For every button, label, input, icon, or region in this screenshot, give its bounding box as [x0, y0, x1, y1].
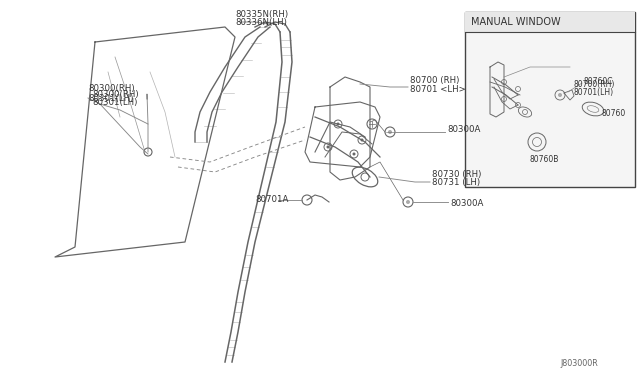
Text: 80301(LH): 80301(LH) [88, 93, 133, 103]
Text: 80760: 80760 [601, 109, 625, 119]
Circle shape [326, 145, 330, 148]
Text: 80301(LH): 80301(LH) [92, 99, 138, 108]
Circle shape [353, 153, 355, 155]
Text: 80300(RH): 80300(RH) [88, 84, 134, 93]
Circle shape [337, 122, 339, 125]
Bar [465, 12, 635, 32]
Text: 80730 (RH): 80730 (RH) [432, 170, 481, 179]
Text: 80335N(RH): 80335N(RH) [235, 10, 288, 19]
Circle shape [406, 200, 410, 204]
Text: 80300A: 80300A [450, 199, 483, 208]
Text: 80701(LH): 80701(LH) [573, 89, 613, 97]
Circle shape [558, 93, 562, 97]
Text: 80336N(LH): 80336N(LH) [235, 19, 287, 28]
Bar [465, 12, 635, 187]
Text: MANUAL WINDOW: MANUAL WINDOW [471, 17, 561, 27]
Text: 80700 (RH): 80700 (RH) [410, 76, 460, 84]
Text: 80731 (LH): 80731 (LH) [432, 179, 480, 187]
Text: 80700(RH): 80700(RH) [573, 80, 614, 89]
Text: 80300A: 80300A [447, 125, 481, 135]
Text: 80300(RH): 80300(RH) [92, 90, 139, 99]
Text: 80701A: 80701A [255, 196, 289, 205]
Text: 80760B: 80760B [529, 155, 558, 164]
Text: J803000R: J803000R [560, 359, 598, 369]
Circle shape [388, 130, 392, 134]
Text: 80701 <LH>: 80701 <LH> [410, 84, 466, 93]
Circle shape [360, 138, 364, 141]
Text: 80760C: 80760C [584, 77, 614, 86]
